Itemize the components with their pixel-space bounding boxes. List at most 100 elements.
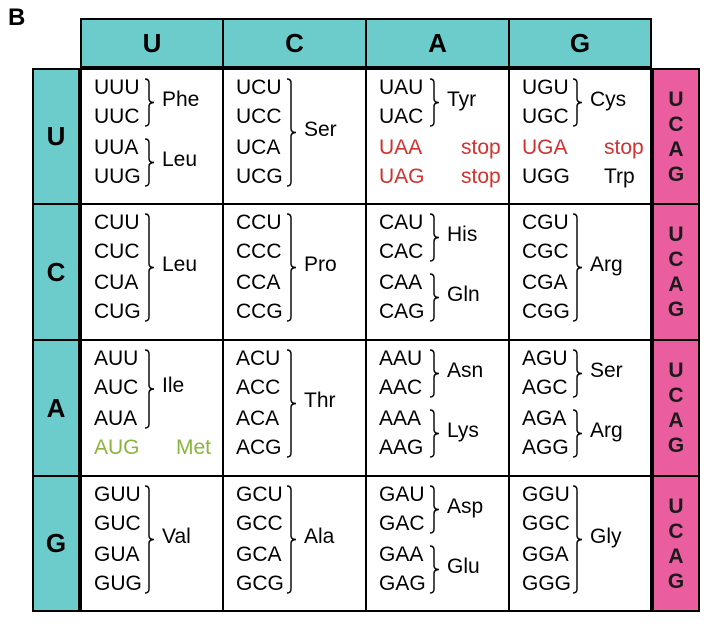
amino-acid-label: Leu	[162, 147, 198, 171]
codon: UUC	[94, 105, 140, 128]
brace-icon	[144, 213, 155, 322]
brace-icon	[286, 78, 297, 187]
codon: UUG	[94, 165, 141, 188]
brace-icon	[572, 213, 583, 322]
third-base-label: U	[668, 223, 684, 246]
codon: UUU	[94, 76, 140, 99]
codon: CGG	[522, 300, 570, 323]
codon: GGA	[522, 543, 569, 566]
codon: CCU	[236, 211, 282, 234]
second-base-c: C	[223, 18, 366, 68]
third-base-label: C	[668, 112, 684, 136]
codon: UAG	[379, 165, 425, 188]
codon-cell: UUU UUC UUA UUG Phe Leu	[80, 68, 223, 204]
amino-acid-label: Phe	[162, 87, 200, 111]
codon: UCU	[236, 76, 282, 99]
codon: GGC	[522, 512, 570, 535]
codon: UGA	[522, 136, 568, 159]
third-base-group-c: U C A G	[652, 204, 700, 340]
codon: ACU	[236, 347, 281, 370]
codon: AUC	[94, 376, 139, 399]
codon: GUU	[94, 483, 141, 506]
codon: GUG	[94, 572, 142, 595]
codon: CUA	[94, 271, 139, 294]
third-base-label: U	[668, 359, 684, 382]
codon: UAC	[379, 105, 424, 128]
second-base-header: U C A G	[80, 18, 652, 68]
codon: GCU	[236, 483, 283, 506]
codon: AGU	[522, 347, 568, 370]
codon: GUC	[94, 512, 141, 535]
codon: CGC	[522, 240, 569, 263]
second-base-u: U	[80, 18, 223, 68]
codon: AGC	[522, 376, 568, 399]
third-base-label: G	[667, 298, 685, 321]
codon-cell: GCU GCC GCA GCG Ala	[223, 476, 366, 612]
first-base-a: A	[32, 340, 80, 476]
codon: UGU	[522, 76, 569, 99]
third-base-label: G	[667, 162, 685, 186]
brace-icon	[572, 78, 583, 127]
third-base-column: U C A G U C A G U C A G U C A G	[652, 68, 700, 612]
codon-cell: UAU UAC UAA UAG Tyr stop stop	[366, 68, 509, 204]
amino-acid-label: His	[447, 222, 478, 246]
codon: ACG	[236, 436, 282, 459]
first-base-g: G	[32, 476, 80, 612]
codon: AGG	[522, 436, 569, 459]
codon-cell: UGU UGC UGA UGG Cys stop Trp	[509, 68, 652, 204]
codon-cell: CAU CAC CAA CAG His Gln	[366, 204, 509, 340]
third-base-label: U	[668, 494, 684, 518]
stop-codon-label: stop	[461, 165, 501, 188]
amino-acid-label: Arg	[590, 418, 623, 442]
codon: CGA	[522, 271, 568, 294]
brace-icon	[429, 78, 440, 127]
third-base-label: C	[668, 384, 684, 407]
brace-icon	[429, 273, 440, 322]
codon: CUG	[94, 300, 141, 323]
codon-cell: CCU CCC CCA CCG Pro	[223, 204, 366, 340]
codon-cell: UCU UCC UCA UCG Ser	[223, 68, 366, 204]
codon: UCG	[236, 165, 283, 188]
codon: CUU	[94, 211, 140, 234]
amino-acid-label: Asn	[447, 358, 484, 382]
codon: CAU	[379, 211, 424, 234]
amino-acid-label: Trp	[604, 165, 635, 188]
codon: UCC	[236, 105, 282, 128]
third-base-label: A	[668, 544, 684, 568]
codon: CCG	[236, 300, 283, 323]
codon: CGU	[522, 211, 569, 234]
codon: UAU	[379, 76, 424, 99]
codon-cell: AAU AAC AAA AAG Asn Lys	[366, 340, 509, 476]
brace-icon	[144, 349, 155, 429]
codon: ACA	[236, 407, 280, 430]
third-base-label: A	[668, 409, 684, 432]
codon: AUA	[94, 407, 138, 430]
amino-acid-label: Glu	[447, 554, 480, 578]
first-base-column: U C A G	[32, 68, 80, 612]
third-base-group-g: U C A G	[652, 476, 700, 612]
brace-icon	[429, 485, 440, 534]
brace-icon	[286, 349, 297, 458]
codon: GCG	[236, 572, 284, 595]
codon-cell: CGU CGC CGA CGG Arg	[509, 204, 652, 340]
codon-cell: CUU CUC CUA CUG Leu	[80, 204, 223, 340]
third-base-label: A	[668, 273, 684, 296]
brace-icon	[286, 213, 297, 322]
codon: GAA	[379, 543, 424, 566]
amino-acid-label: Cys	[590, 87, 627, 111]
third-base-label: C	[668, 248, 684, 271]
brace-icon	[429, 213, 440, 262]
brace-icon	[572, 349, 583, 398]
amino-acid-label: Thr	[304, 388, 336, 412]
stop-codon-label: stop	[461, 136, 501, 159]
amino-acid-label: Ile	[162, 374, 185, 397]
third-base-label: G	[667, 434, 685, 457]
brace-icon	[429, 409, 440, 458]
third-base-label: C	[668, 519, 684, 543]
second-base-g: G	[509, 18, 652, 68]
codon: GCA	[236, 543, 282, 566]
panel-label: B	[8, 4, 26, 31]
codon-cell: AUU AUC AUA AUG Ile Met	[80, 340, 223, 476]
codon: GAU	[379, 483, 425, 506]
brace-icon	[572, 485, 583, 594]
